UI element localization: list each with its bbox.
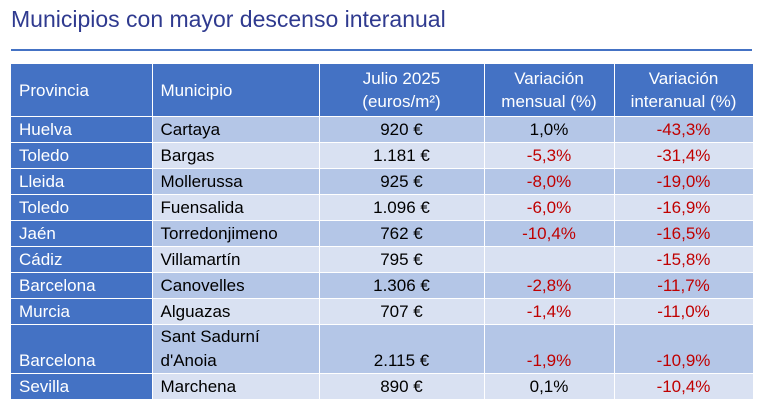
cell-variacion-interanual: -31,4% [614, 142, 754, 169]
cell-municipio: Villamartín [152, 246, 320, 273]
cell-precio: 795 € [319, 246, 485, 273]
cell-provincia: Jaén [11, 220, 153, 247]
cell-provincia: Lleida [11, 168, 153, 195]
header-variacion-interanual: Variación interanual (%) [614, 64, 754, 117]
cell-precio: 762 € [319, 220, 485, 247]
cell-precio: 1.096 € [319, 194, 485, 221]
cell-variacion-interanual: -15,8% [614, 246, 754, 273]
table-row: Barcelona Canovelles 1.306 € -2,8% -11,7% [11, 272, 754, 299]
cell-precio: 2.115 € [319, 324, 485, 374]
cell-variacion-mensual [484, 246, 615, 273]
cell-precio: 707 € [319, 298, 485, 325]
cell-variacion-mensual: 0,1% [484, 373, 615, 400]
cell-provincia: Huelva [11, 116, 153, 143]
cell-municipio: Torredonjimeno [152, 220, 320, 247]
cell-municipio: Bargas [152, 142, 320, 169]
table-header-row: Provincia Municipio Julio 2025 (euros/m²)… [11, 64, 754, 117]
page-title: Municipios con mayor descenso interanual [11, 6, 446, 32]
cell-variacion-mensual: -8,0% [484, 168, 615, 195]
header-variacion-mensual: Variación mensual (%) [484, 64, 615, 117]
cell-municipio: Marchena [152, 373, 320, 400]
cell-precio: 1.306 € [319, 272, 485, 299]
cell-variacion-mensual: -1,9% [484, 324, 615, 374]
cell-variacion-interanual: -10,4% [614, 373, 754, 400]
cell-provincia: Cádiz [11, 246, 153, 273]
cell-variacion-interanual: -43,3% [614, 116, 754, 143]
table-row: Barcelona Sant Sadurní d'Anoia 2.115 € -1,9… [11, 324, 754, 374]
cell-variacion-mensual: -5,3% [484, 142, 615, 169]
table-row: Jaén Torredonjimeno 762 € -10,4% -16,5% [11, 220, 754, 247]
header-provincia: Provincia [11, 64, 153, 117]
cell-municipio: Cartaya [152, 116, 320, 143]
cell-variacion-mensual: -2,8% [484, 272, 615, 299]
cell-municipio: Fuensalida [152, 194, 320, 221]
cell-variacion-interanual: -19,0% [614, 168, 754, 195]
table-row: Toledo Fuensalida 1.096 € -6,0% -16,9% [11, 194, 754, 221]
cell-variacion-interanual: -16,5% [614, 220, 754, 247]
cell-variacion-interanual: -11,0% [614, 298, 754, 325]
table-row: Cádiz Villamartín 795 € -15,8% [11, 246, 754, 273]
table-row: Lleida Mollerussa 925 € -8,0% -19,0% [11, 168, 754, 195]
cell-provincia: Toledo [11, 194, 153, 221]
table-row: Sevilla Marchena 890 €0,1% -10,4% [11, 373, 754, 400]
title-divider [11, 49, 752, 51]
cell-provincia: Toledo [11, 142, 153, 169]
table-row: Huelva Cartaya 920 €1,0% -43,3% [11, 116, 754, 143]
cell-provincia: Sevilla [11, 373, 153, 400]
cell-variacion-interanual: -16,9% [614, 194, 754, 221]
cell-variacion-interanual: -10,9% [614, 324, 754, 374]
cell-precio: 925 € [319, 168, 485, 195]
cell-variacion-mensual: 1,0% [484, 116, 615, 143]
cell-provincia: Barcelona [11, 324, 153, 374]
cell-precio: 1.181 € [319, 142, 485, 169]
cell-municipio: Alguazas [152, 298, 320, 325]
cell-precio: 890 € [319, 373, 485, 400]
table-row: Toledo Bargas 1.181 € -5,3% -31,4% [11, 142, 754, 169]
cell-municipio: Sant Sadurní d'Anoia [152, 324, 320, 374]
cell-precio: 920 € [319, 116, 485, 143]
cell-variacion-interanual: -11,7% [614, 272, 754, 299]
header-municipio: Municipio [152, 64, 320, 117]
header-precio: Julio 2025 (euros/m²) [319, 64, 485, 117]
cell-variacion-mensual: -10,4% [484, 220, 615, 247]
cell-provincia: Barcelona [11, 272, 153, 299]
cell-municipio: Canovelles [152, 272, 320, 299]
cell-provincia: Murcia [11, 298, 153, 325]
municipios-table: Provincia Municipio Julio 2025 (euros/m²)… [11, 64, 754, 400]
table-row: Murcia Alguazas 707 € -1,4% -11,0% [11, 298, 754, 325]
cell-municipio: Mollerussa [152, 168, 320, 195]
cell-variacion-mensual: -6,0% [484, 194, 615, 221]
cell-variacion-mensual: -1,4% [484, 298, 615, 325]
